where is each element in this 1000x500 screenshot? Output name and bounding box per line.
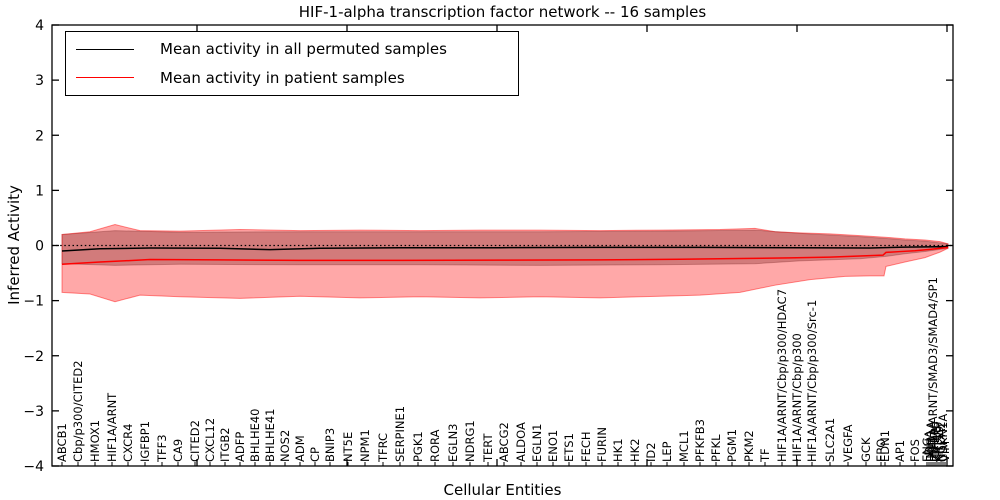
entity-label: ALDOA bbox=[514, 422, 528, 462]
entity-label: VEGFA bbox=[841, 424, 855, 462]
entity-label: ADM bbox=[293, 435, 307, 462]
legend-entry-permuted: Mean activity in all permuted samples bbox=[76, 40, 508, 58]
entity-label: NDRG1 bbox=[463, 420, 477, 462]
entity-label: ABCB1 bbox=[55, 423, 69, 462]
entity-label: ETS1 bbox=[562, 433, 576, 462]
entity-label: TFRC bbox=[376, 433, 390, 463]
y-tick-label: −3 bbox=[23, 404, 44, 420]
legend-line-black-icon bbox=[76, 48, 134, 50]
entity-label: PFKFB3 bbox=[693, 419, 707, 462]
entity-label: CA9 bbox=[171, 439, 185, 462]
entity-label: BNIP3 bbox=[323, 428, 337, 462]
mean-line-patient bbox=[61, 246, 949, 265]
entity-label: ENO1 bbox=[546, 430, 560, 462]
cluster-label: CDKN1A bbox=[936, 414, 950, 462]
entity-label: FOS bbox=[908, 439, 922, 462]
entity-label: NPM1 bbox=[358, 429, 372, 462]
entity-label: TF bbox=[758, 448, 772, 463]
y-tick-label: 4 bbox=[35, 18, 44, 34]
entity-label: AP1 bbox=[893, 440, 907, 462]
y-tick-label: 1 bbox=[35, 183, 44, 199]
entity-label: EDN1 bbox=[878, 430, 892, 462]
cluster-label: IGFBP3 bbox=[928, 421, 942, 462]
y-tick-label: 2 bbox=[35, 128, 44, 144]
entity-label: TFF3 bbox=[155, 434, 169, 463]
entity-label: CXCL12 bbox=[203, 418, 217, 462]
cluster-label: ENG bbox=[920, 437, 934, 462]
y-tick-label: −2 bbox=[23, 349, 44, 365]
entity-label: EGLN3 bbox=[446, 423, 460, 462]
x-axis-label: Cellular Entities bbox=[443, 481, 562, 499]
cluster-label: KRT19 bbox=[932, 426, 946, 462]
entity-label: BHLHE41 bbox=[263, 409, 277, 463]
legend-label-patient: Mean activity in patient samples bbox=[160, 68, 405, 87]
y-tick-label: 3 bbox=[35, 73, 44, 89]
entity-label: LEP bbox=[660, 441, 674, 462]
entity-label: HIF1A/ARNT/Cbp/p300/Src-1 bbox=[805, 300, 819, 462]
entity-label: SERPINE1 bbox=[393, 406, 407, 462]
entity-label: PGK1 bbox=[411, 431, 425, 462]
cluster-label: JMJD1A bbox=[924, 421, 938, 463]
entity-label: BHLHE40 bbox=[248, 409, 262, 463]
chart-title: HIF-1-alpha transcription factor network… bbox=[298, 3, 707, 21]
entity-label: SLC2A1 bbox=[823, 418, 837, 462]
entity-label: HK1 bbox=[611, 438, 625, 462]
entity-label: HK2 bbox=[628, 438, 642, 462]
entity-label: CP bbox=[308, 447, 322, 462]
y-tick-label: −4 bbox=[23, 459, 44, 475]
entity-label: ID2 bbox=[644, 442, 658, 462]
entity-label: NT5E bbox=[341, 432, 355, 462]
entity-label: HIF1A/ARNT/Cbp/p300/HDAC7 bbox=[775, 289, 789, 462]
entity-label: Cbp/p300/CITED2 bbox=[71, 360, 85, 462]
entity-label: IGFBP1 bbox=[138, 421, 152, 462]
legend: Mean activity in all permuted samples Me… bbox=[65, 31, 519, 96]
entity-label: RORA bbox=[428, 429, 442, 462]
cluster-label: VIM bbox=[938, 441, 952, 462]
legend-entry-patient: Mean activity in patient samples bbox=[76, 69, 508, 87]
entity-label: PGM1 bbox=[725, 429, 739, 462]
entity-label: PKM2 bbox=[742, 430, 756, 462]
patient-std-band bbox=[61, 224, 949, 303]
cluster-label: KRT18 bbox=[930, 426, 944, 462]
entity-label: HMOX1 bbox=[88, 420, 102, 462]
entity-label: ABCG2 bbox=[497, 422, 511, 462]
legend-line-red-icon bbox=[76, 77, 134, 79]
y-tick-label: 0 bbox=[35, 239, 44, 255]
entity-label: PFKL bbox=[709, 434, 723, 462]
entity-label: FURIN bbox=[595, 427, 609, 462]
entity-label: EPO bbox=[874, 439, 888, 462]
cluster-label: LDHA bbox=[922, 430, 936, 462]
entity-label: FECH bbox=[579, 431, 593, 462]
cluster-label: NCOA2 bbox=[934, 421, 948, 462]
entity-label: HIF1A/ARNT bbox=[105, 392, 119, 462]
cluster-label: HIF1A/ARNT/SMAD3/SMAD4/SP1 bbox=[926, 277, 940, 462]
entity-label: GCK bbox=[859, 437, 873, 462]
entity-label: ITGB2 bbox=[218, 427, 232, 462]
legend-label-permuted: Mean activity in all permuted samples bbox=[160, 40, 447, 59]
entity-label: NOS2 bbox=[278, 430, 292, 462]
mean-line-permuted bbox=[61, 245, 949, 252]
entity-label: EGLN1 bbox=[530, 423, 544, 462]
entity-label: CXCR4 bbox=[121, 424, 135, 462]
entity-label: TERT bbox=[481, 433, 495, 463]
entity-label: HIF1A/ARNT/Cbp/p300 bbox=[790, 333, 804, 462]
entity-label: CITED2 bbox=[188, 420, 202, 462]
entity-label: ADFP bbox=[233, 432, 247, 462]
y-tick-label: −1 bbox=[23, 294, 44, 310]
entity-label: MCL1 bbox=[677, 430, 691, 462]
